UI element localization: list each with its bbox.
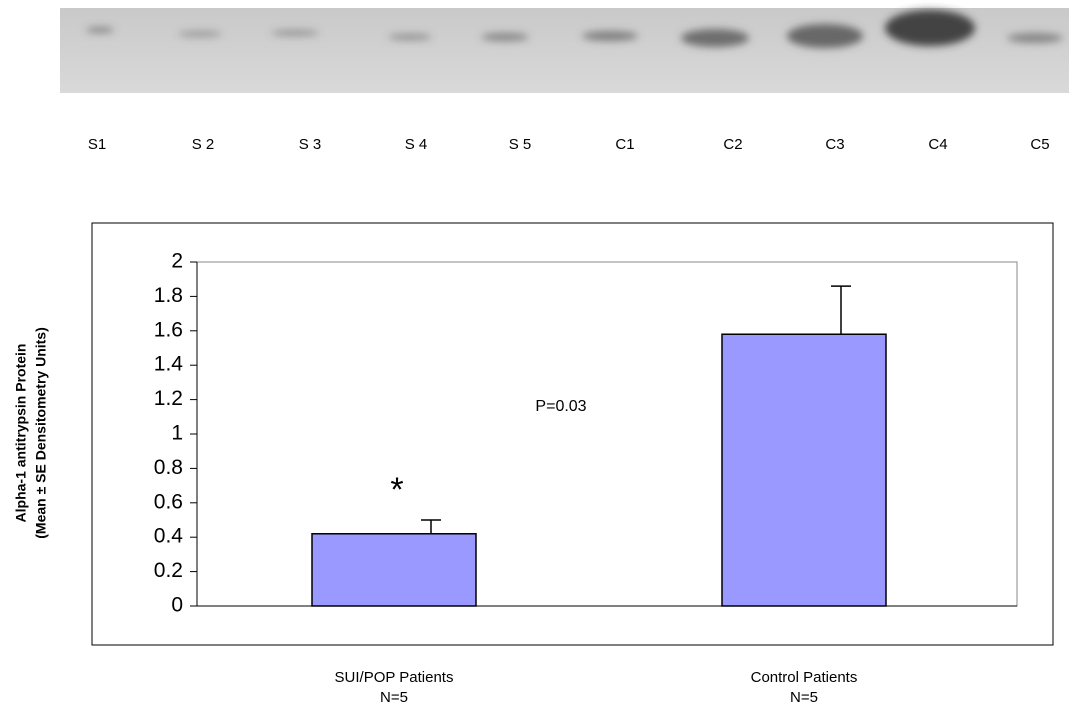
annotation: * [390,471,403,509]
y-tick-label: 1.6 [154,318,183,341]
lane-label: C3 [825,136,844,153]
x-tick-label: SUI/POP Patients [335,669,454,686]
y-axis-label: (Mean ± SE Densitometry Units) [33,327,49,539]
y-tick-label: 1.8 [154,284,183,307]
error-bar [421,520,441,534]
lane-label: C2 [723,136,742,153]
y-tick-label: 2 [171,250,183,273]
bar [722,334,886,606]
chart-frame [92,223,1053,645]
y-tick-label: 1 [171,422,183,445]
lane-label: C1 [615,136,634,153]
lane-label: S1 [88,136,106,153]
lane-label: S 5 [509,136,532,153]
y-tick-label: 1.4 [154,353,184,376]
lane-label: S 4 [405,136,428,153]
x-tick-label: N=5 [380,689,408,706]
lane-label: C4 [928,136,947,153]
y-tick-label: 1.2 [154,387,183,410]
blot-image [60,8,1069,93]
figure: S1 S 2 S 3 S 4 S 5 C1 C2 C3 C4 C5 0 0.2 0.4 0.6 0.8 1 1.… [0,0,1069,715]
y-tick-label: 0.6 [154,490,183,513]
x-tick-label: N=5 [790,689,818,706]
y-tick-label: 0.8 [154,456,183,479]
annotation: P=0.03 [535,398,586,415]
y-tick-label: 0.2 [154,559,183,582]
y-axis-label: Alpha-1 antitrypsin Protein [13,344,29,523]
lane-label: S 3 [299,136,322,153]
lane-label: S 2 [192,136,215,153]
error-bar [831,286,851,334]
bar [312,534,476,606]
y-tick-label: 0.4 [154,525,184,548]
lane-label: C5 [1030,136,1049,153]
y-tick-label: 0 [171,594,183,617]
x-tick-label: Control Patients [751,669,858,686]
